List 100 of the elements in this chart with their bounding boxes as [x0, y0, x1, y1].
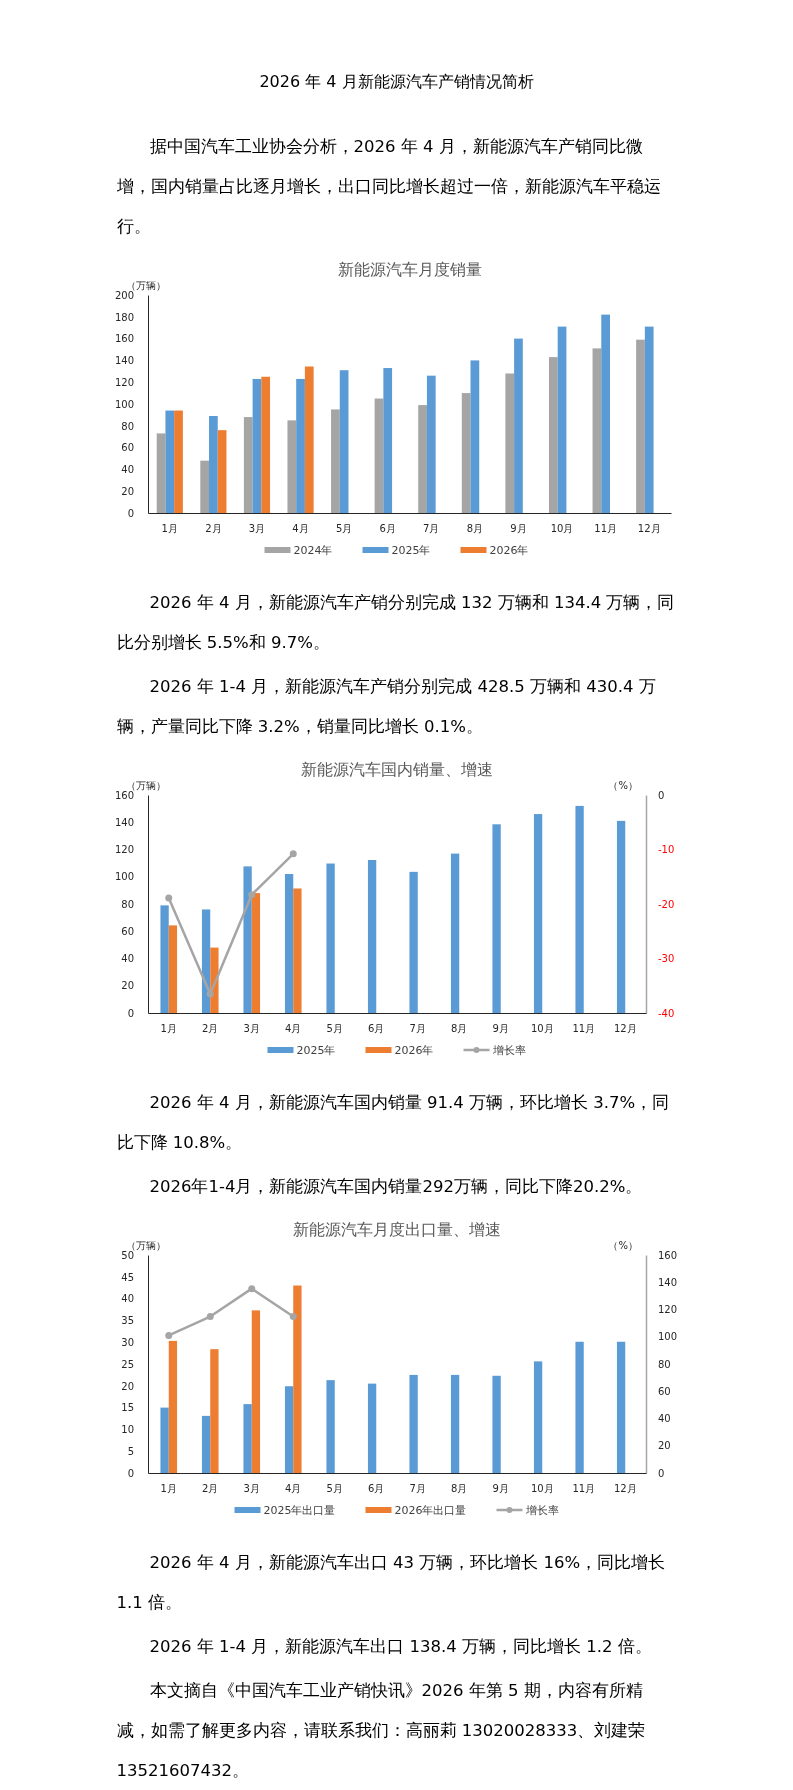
- bar: [243, 417, 253, 513]
- text: 据中国汽车工业协会分析，2026 年 4 月，新能源汽车产销同比微增，国内销量占比逐月增长，出口同比增长超过一倍，新能源汽车平稳运行。: [116, 137, 661, 236]
- y-tick-label: 20: [121, 980, 134, 992]
- chart-title: 新能源汽车月度出口量、增速: [293, 1220, 501, 1239]
- y-axis-title: （万辆）: [126, 780, 166, 791]
- x-tick-label: 7月: [423, 523, 440, 535]
- y-tick-label: 100: [114, 398, 134, 410]
- y-tick-label: 140: [114, 816, 134, 828]
- x-tick-label: 12月: [613, 1023, 637, 1035]
- text: 本文摘自《中国汽车工业产销快讯》2026 年第 5 期，内容有所精减，如需了解更多内容，请联系我们：高丽莉 13020028333、刘建荣 13521607432。: [116, 1681, 646, 1780]
- bar: [201, 909, 211, 1013]
- x-tick-label: 2月: [202, 1483, 219, 1495]
- y2-tick-label: 40: [658, 1413, 671, 1425]
- bar: [492, 824, 501, 1013]
- legend-label: 2025年出口量: [263, 1504, 336, 1517]
- y-tick-label: 15: [121, 1402, 134, 1414]
- x-tick-label: 5月: [335, 523, 353, 535]
- bar: [251, 1310, 261, 1473]
- bar: [409, 871, 418, 1013]
- y2-axis-title: （%）: [608, 780, 638, 791]
- y-tick-label: 180: [114, 311, 134, 323]
- bar: [243, 1404, 252, 1473]
- bar: [331, 409, 340, 513]
- x-tick-label: 5月: [326, 1023, 343, 1035]
- x-tick-label: 9月: [492, 1483, 509, 1495]
- y2-axis-title: （%）: [608, 1240, 638, 1251]
- y2-tick-label: -30: [658, 953, 675, 965]
- x-tick-label: 10月: [530, 1023, 554, 1035]
- x-tick-label: 8月: [451, 1483, 468, 1495]
- y2-tick-label: -40: [658, 1007, 675, 1019]
- bar: [592, 348, 602, 513]
- x-tick-label: 4月: [285, 1023, 302, 1035]
- y-tick-label: 200: [114, 289, 134, 301]
- bar: [418, 405, 427, 513]
- y-tick-label: 45: [121, 1271, 134, 1283]
- bar: [293, 888, 302, 1013]
- y-tick-label: 120: [114, 376, 134, 388]
- bar: [304, 366, 314, 513]
- y-tick-label: 50: [121, 1249, 134, 1261]
- text: 2026 年 1-4 月，新能源汽车产销分别完成 428.5 万辆和 430.4 万辆，产量同比下降 3.2%，销量同比增长 0.1%。: [116, 677, 656, 736]
- point: [206, 1313, 214, 1321]
- y-tick-label: 5: [127, 1445, 134, 1457]
- bar: [243, 866, 252, 1013]
- y2-tick-label: 0: [658, 789, 665, 801]
- bar: [533, 1361, 543, 1473]
- x-tick-label: 7月: [409, 1483, 426, 1495]
- bar: [533, 814, 543, 1013]
- legend-label: 2026年出口量: [394, 1504, 467, 1517]
- x-tick-label: 4月: [292, 523, 309, 535]
- x-tick-label: 6月: [379, 523, 396, 535]
- point: [289, 850, 297, 858]
- bar: [426, 375, 436, 513]
- y-tick-label: 80: [121, 898, 134, 910]
- bar: [636, 339, 645, 513]
- y-tick-label: 25: [121, 1358, 134, 1370]
- legend-label: 2026年: [394, 1044, 434, 1057]
- chart-title: 新能源汽车国内销量、增速: [301, 760, 493, 779]
- bar: [200, 460, 210, 513]
- y-tick-label: 0: [127, 1467, 134, 1479]
- bar: [168, 1340, 178, 1473]
- bar: [616, 820, 626, 1013]
- x-tick-label: 3月: [243, 1483, 260, 1495]
- bar: [326, 863, 335, 1013]
- x-tick-label: 3月: [243, 1023, 260, 1035]
- bar: [160, 1407, 169, 1473]
- x-tick-label: 9月: [510, 523, 527, 535]
- chart-title: 新能源汽车月度销量: [337, 260, 482, 279]
- y2-tick-label: 160: [658, 1249, 678, 1261]
- x-tick-label: 4月: [285, 1483, 302, 1495]
- y-tick-label: 160: [114, 333, 134, 345]
- bar: [367, 1383, 377, 1473]
- y-tick-label: 40: [121, 464, 134, 476]
- bar: [156, 433, 166, 513]
- y2-tick-label: 60: [658, 1385, 671, 1397]
- y-tick-label: 0: [127, 507, 134, 519]
- point: [206, 990, 214, 998]
- bar: [284, 874, 294, 1013]
- y2-tick-label: 120: [658, 1304, 678, 1316]
- y2-tick-label: -20: [658, 898, 675, 910]
- point: [248, 891, 256, 899]
- x-tick-label: 7月: [409, 1023, 426, 1035]
- point: [248, 1285, 256, 1293]
- y-tick-label: 140: [114, 355, 134, 367]
- x-tick-label: 8月: [466, 523, 484, 535]
- text: 2026 年 4 月，新能源汽车产销分别完成 132 万辆和 134.4 万辆，同比分别增长 5.5%和 9.7%。: [116, 593, 675, 652]
- x-tick-label: 11月: [572, 1023, 596, 1035]
- y-tick-label: 0: [127, 1007, 134, 1019]
- y2-tick-label: -10: [658, 844, 675, 856]
- bar: [514, 338, 523, 513]
- legend-label: 增长率: [524, 1504, 559, 1517]
- x-tick-label: 2月: [202, 1023, 219, 1035]
- legend-label: 增长率: [491, 1044, 526, 1057]
- y-tick-label: 30: [121, 1336, 134, 1348]
- bar: [450, 853, 460, 1013]
- bar: [287, 420, 297, 513]
- x-tick-label: 8月: [451, 1023, 468, 1035]
- text: 2026 年 4 月，新能源汽车国内销量 91.4 万辆，环比增长 3.7%，同比下降 10.8%。: [116, 1093, 670, 1152]
- bar: [261, 376, 271, 513]
- bar: [168, 925, 178, 1013]
- bar: [575, 805, 584, 1013]
